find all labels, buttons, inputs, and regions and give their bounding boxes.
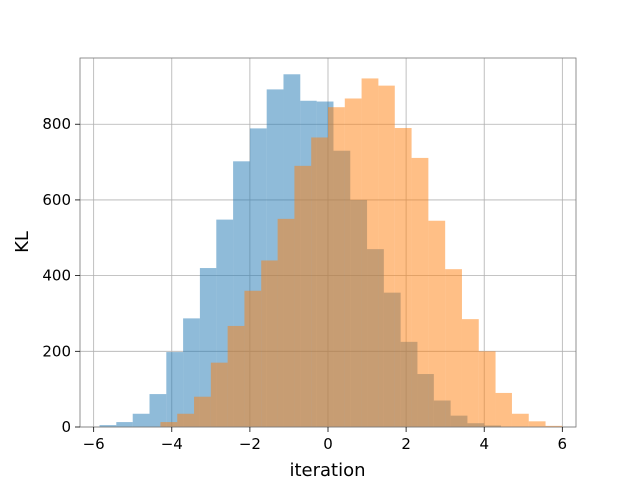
histogram-bar — [116, 422, 133, 427]
histogram-bar — [511, 413, 529, 427]
series-2 — [160, 78, 563, 428]
histogram-bar — [394, 128, 412, 427]
histogram-bar — [227, 325, 245, 427]
histogram-bar — [149, 394, 167, 427]
histogram-bar — [294, 165, 312, 427]
histogram-bar — [528, 421, 546, 427]
histogram-bar — [160, 422, 178, 427]
histogram-bar — [428, 220, 446, 427]
y-tick-label: 600 — [42, 191, 71, 209]
histogram-bar — [495, 392, 512, 427]
histogram-bar — [194, 396, 211, 427]
histogram-bar — [344, 98, 362, 427]
x-tick-label: 4 — [479, 435, 489, 453]
histogram-bar — [210, 362, 228, 427]
histogram-bar — [166, 352, 184, 427]
x-tick-label: −4 — [161, 435, 183, 453]
x-tick-label: 0 — [323, 435, 333, 453]
x-axis-label: iteration — [289, 460, 365, 480]
y-tick-label: 400 — [42, 267, 71, 285]
axis-ticks: −6 −4 −2 0 2 4 6 0 200 400 600 800 — [42, 115, 567, 453]
histogram-bar — [461, 319, 479, 427]
histogram-bar — [311, 137, 328, 427]
histogram-bar — [545, 425, 563, 427]
x-tick-label: 2 — [401, 435, 411, 453]
histogram-bar — [478, 351, 496, 427]
histogram-bar — [445, 269, 462, 427]
x-tick-label: −2 — [239, 435, 261, 453]
bars — [99, 74, 563, 428]
y-tick-label: 800 — [42, 115, 71, 133]
histogram-bar — [99, 425, 117, 427]
histogram-bar — [177, 413, 195, 427]
histogram-bar — [361, 78, 379, 427]
histogram-bar — [328, 107, 345, 427]
histogram-bar — [132, 413, 150, 427]
histogram-bar — [411, 157, 429, 427]
y-tick-label: 0 — [61, 418, 71, 436]
histogram-bar — [277, 218, 295, 427]
histogram-bar — [244, 290, 262, 427]
histogram-bar — [378, 85, 395, 428]
y-tick-label: 200 — [42, 342, 71, 360]
x-tick-label: 6 — [558, 435, 568, 453]
y-axis-label: KL — [12, 231, 33, 253]
x-tick-label: −6 — [83, 435, 105, 453]
histogram-bar — [261, 260, 278, 427]
